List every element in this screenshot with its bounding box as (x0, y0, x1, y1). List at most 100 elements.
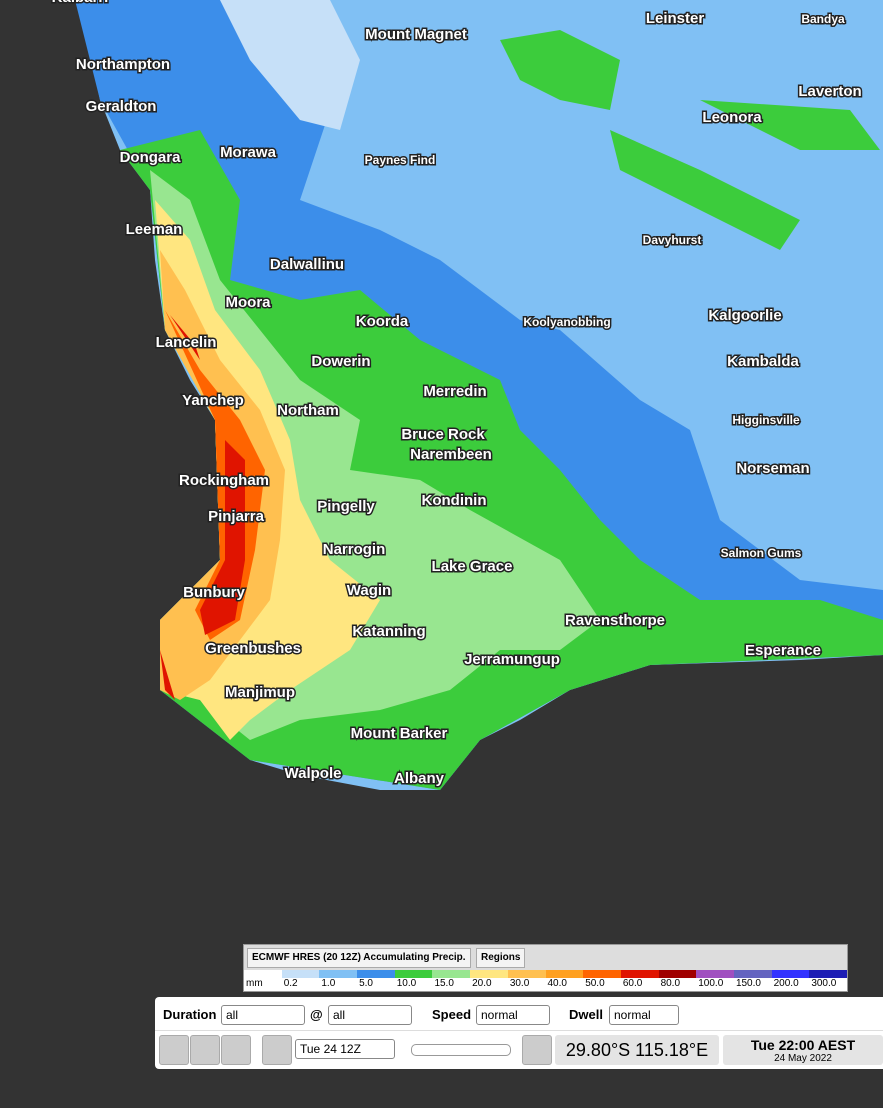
place-label: Katanning (352, 623, 425, 640)
play-button[interactable] (221, 1035, 251, 1065)
place-label: Esperance (745, 642, 821, 659)
legend-label: 40.0 (547, 978, 567, 989)
place-label: Merredin (423, 383, 486, 400)
place-label: Salmon Gums (721, 546, 802, 560)
place-label: Lancelin (156, 334, 217, 351)
duration-label: Duration (163, 1007, 217, 1022)
place-label: Yanchep (182, 392, 244, 409)
place-label: Kondinin (422, 492, 487, 509)
rain-1 (220, 0, 360, 130)
place-label: Wagin (347, 582, 391, 599)
place-label: Pingelly (317, 498, 375, 515)
rain-10-inland (500, 30, 880, 250)
legend-label: 15.0 (434, 978, 454, 989)
legend-swatch (470, 970, 508, 978)
legend-swatch (620, 970, 659, 978)
legend-labels: mm 0.2 1.0 5.0 10.0 15.0 20.0 30.0 40.0 50.0 60.0 8… (244, 978, 847, 991)
legend-label: 20.0 (472, 978, 492, 989)
legend-swatch (809, 970, 847, 978)
place-label: Paynes Find (365, 153, 436, 167)
place-label: Kalgoorlie (708, 307, 781, 324)
slider[interactable] (411, 1044, 511, 1056)
animate-button[interactable] (159, 1035, 189, 1065)
refresh-button[interactable] (190, 1035, 220, 1065)
legend-label: 60.0 (622, 978, 643, 989)
place-label: Geraldton (86, 98, 157, 115)
speed-select[interactable]: normal (476, 1005, 550, 1025)
place-label: Northampton (76, 56, 170, 73)
rain-60 (160, 315, 245, 700)
legend-swatch (507, 970, 546, 978)
place-label: Ravensthorpe (565, 612, 665, 629)
place-label: Koorda (356, 313, 409, 330)
place-label: Pinjarra (208, 508, 265, 525)
clock-time: Tue 22:00 AEST (750, 1037, 856, 1053)
legend-label: 200.0 (773, 978, 799, 989)
next-button[interactable] (522, 1035, 552, 1065)
place-label: Lake Grace (432, 558, 513, 575)
place-label: Leinster (646, 10, 705, 27)
prev-button[interactable] (262, 1035, 292, 1065)
duration-select[interactable]: all (221, 1005, 305, 1025)
legend-unit: mm (246, 978, 263, 989)
dwell-label: Dwell (569, 1007, 603, 1022)
legend-label: 5.0 (359, 978, 373, 989)
place-label: Rockingham (179, 472, 269, 489)
legend-swatch (244, 970, 282, 978)
legend-label: 80.0 (660, 978, 681, 989)
place-label: Laverton (798, 83, 861, 100)
place-label: Norseman (736, 460, 809, 477)
place-label: Moora (226, 294, 272, 311)
place-label: Bruce Rock (401, 426, 485, 443)
place-label: Mount Magnet (365, 26, 467, 43)
place-label: Bandya (801, 12, 845, 26)
legend-swatch (394, 970, 433, 978)
time-select[interactable]: Tue 24 12Z (295, 1039, 395, 1059)
clock: Tue 22:00 AEST 24 May 2022 (723, 1035, 883, 1065)
legend-label: 150.0 (735, 978, 761, 989)
legend-swatch (733, 970, 772, 978)
legend-label: 300.0 (811, 978, 837, 989)
dwell-select[interactable]: normal (609, 1005, 679, 1025)
legend-swatch (545, 970, 584, 978)
clock-date: 24 May 2022 (774, 1053, 832, 1064)
legend-label: 30.0 (509, 978, 530, 989)
place-label: Manjimup (225, 684, 295, 701)
place-label: Kalbarri (52, 0, 109, 6)
place-label: Dongara (120, 149, 182, 166)
place-label: Northam (277, 402, 339, 419)
legend-label: 0.2 (283, 978, 298, 989)
place-label: Jerramungup (464, 651, 560, 668)
place-label: Kambalda (727, 353, 799, 370)
at-label: @ (310, 1007, 323, 1022)
place-label: Leeman (126, 221, 183, 238)
legend-swatch (696, 970, 734, 978)
at-select[interactable]: all (328, 1005, 412, 1025)
legend: ECMWF HRES (20 12Z) Accumulating Precip.… (243, 944, 848, 992)
legend-label: 10.0 (396, 978, 417, 989)
legend-swatch (319, 970, 358, 978)
divider (155, 1030, 883, 1031)
place-label: Davyhurst (643, 233, 702, 247)
legend-swatch (281, 970, 320, 978)
place-label: Albany (394, 770, 445, 787)
place-label: Higginsville (732, 413, 800, 427)
legend-swatch (771, 970, 810, 978)
legend-swatch (357, 970, 395, 978)
speed-label: Speed (432, 1007, 472, 1022)
place-label: Bunbury (183, 584, 245, 601)
legend-swatch (583, 970, 621, 978)
place-label: Koolyanobbing (523, 315, 610, 329)
place-label: Walpole (285, 765, 342, 782)
place-label: Narrogin (323, 541, 386, 558)
legend-swatch (432, 970, 471, 978)
place-label: Mount Barker (351, 725, 448, 742)
place-label: Dowerin (311, 353, 370, 370)
place-label: Narembeen (410, 446, 492, 463)
place-label: Dalwallinu (270, 256, 344, 273)
legend-swatch (658, 970, 697, 978)
legend-title: ECMWF HRES (20 12Z) Accumulating Precip. (247, 948, 471, 968)
regions-button[interactable]: Regions (476, 948, 526, 968)
